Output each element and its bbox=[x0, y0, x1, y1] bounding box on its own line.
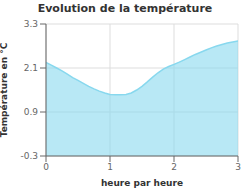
svg-text:2.1: 2.1 bbox=[24, 63, 38, 73]
svg-text:0.9: 0.9 bbox=[24, 107, 39, 117]
svg-text:heure par heure: heure par heure bbox=[101, 178, 183, 188]
svg-text:3.3: 3.3 bbox=[24, 19, 38, 29]
svg-text:2: 2 bbox=[171, 162, 177, 172]
svg-text:Température en °C: Température en °C bbox=[8, 42, 9, 137]
svg-text:0: 0 bbox=[43, 162, 49, 172]
svg-text:3: 3 bbox=[235, 162, 241, 172]
svg-text:1: 1 bbox=[107, 162, 113, 172]
html-text:Evolution de la température: Evolution de la température bbox=[37, 2, 213, 15]
svg-text:-0.3: -0.3 bbox=[20, 151, 38, 161]
